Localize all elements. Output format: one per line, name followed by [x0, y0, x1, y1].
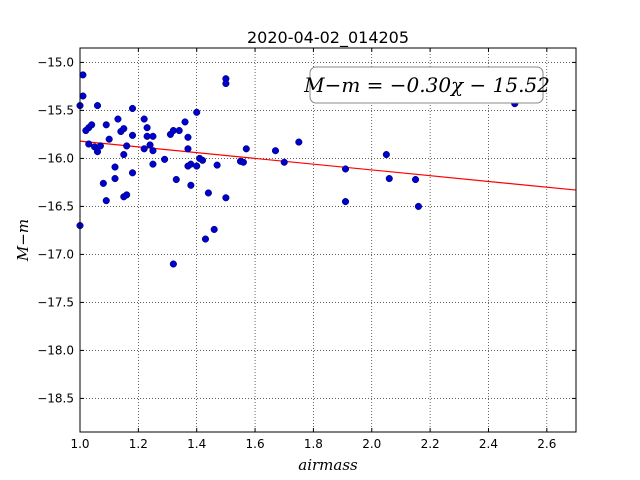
- data-point: [181, 118, 189, 126]
- y-axis-ticks: −15.0 −15.5 −16.0 −16.5 −17.0 −17.5 −18.0 −18.5: [37, 55, 576, 405]
- data-point: [143, 124, 151, 132]
- data-point: [411, 175, 420, 184]
- data-point: [414, 202, 422, 210]
- data-point: [105, 135, 113, 143]
- plot-frame: [79, 47, 577, 433]
- data-point: [120, 125, 128, 133]
- data-point: [114, 115, 122, 123]
- data-point: [123, 191, 131, 199]
- data-point: [123, 142, 131, 150]
- data-point: [102, 197, 110, 205]
- data-point: [102, 121, 110, 129]
- x-tick-label: 1.6: [246, 437, 265, 451]
- x-tick-label: 2.0: [362, 437, 381, 451]
- data-point: [204, 189, 212, 197]
- data-point: [140, 145, 148, 153]
- data-point: [175, 127, 183, 135]
- x-tick-label: 1.2: [129, 437, 148, 451]
- data-point: [96, 142, 104, 150]
- data-point: [99, 179, 107, 187]
- data-point: [172, 175, 180, 184]
- x-axis-label: airmass: [298, 456, 358, 474]
- data-point: [93, 102, 102, 110]
- data-point: [242, 145, 250, 153]
- x-tick-label: 2.6: [537, 437, 556, 451]
- y-tick-label: −16.0: [37, 151, 74, 165]
- x-tick-label: 1.0: [70, 437, 89, 451]
- data-point: [222, 194, 230, 202]
- data-point: [169, 260, 177, 268]
- data-point: [149, 132, 157, 140]
- data-point: [111, 175, 119, 183]
- data-point: [149, 147, 157, 155]
- data-point: [128, 131, 137, 139]
- y-tick-label: −17.5: [37, 295, 74, 309]
- data-point: [120, 151, 128, 159]
- data-point: [93, 148, 102, 156]
- data-point: [184, 133, 192, 141]
- y-axis-label: M−m: [14, 219, 32, 262]
- y-tick-label: −17.0: [37, 247, 74, 261]
- x-tick-label: 1.8: [304, 437, 323, 451]
- data-point: [213, 161, 221, 169]
- data-point: [187, 181, 195, 189]
- data-point: [146, 141, 154, 149]
- x-tick-label: 2.4: [479, 437, 498, 451]
- data-point: [239, 158, 247, 166]
- data-point: [128, 169, 137, 177]
- fit-annotation: M−m = −0.30χ − 15.52: [303, 66, 550, 104]
- data-point: [271, 147, 280, 155]
- data-point: [385, 175, 393, 183]
- data-point: [341, 165, 350, 173]
- fit-line: [79, 140, 577, 191]
- data-point: [193, 108, 201, 116]
- y-tick-label: −18.0: [37, 343, 74, 357]
- data-point: [140, 115, 148, 123]
- data-points: [76, 71, 519, 268]
- data-point: [210, 225, 218, 233]
- data-point: [280, 158, 288, 166]
- data-point: [85, 140, 93, 148]
- data-point: [222, 79, 230, 88]
- data-point: [193, 162, 201, 170]
- annotation-text: M−m = −0.30χ − 15.52: [303, 73, 550, 97]
- y-tick-label: −15.5: [37, 103, 74, 117]
- y-tick-label: −18.5: [37, 391, 74, 405]
- plot-area: [80, 48, 576, 432]
- annotation-box: [309, 66, 544, 104]
- data-point: [184, 145, 192, 153]
- data-point: [295, 138, 303, 146]
- fit-line-group: [79, 140, 577, 191]
- data-point: [79, 92, 87, 100]
- data-point: [198, 156, 207, 164]
- x-tick-label: 1.4: [187, 437, 206, 451]
- data-point: [79, 71, 87, 79]
- y-tick-label: −15.0: [37, 55, 74, 69]
- x-tick-label: 2.2: [421, 437, 440, 451]
- x-axis-ticks: 1.0 1.2 1.4 1.6 1.8 2.0 2.2 2.4 2.6: [70, 48, 556, 451]
- data-point: [382, 151, 390, 159]
- data-point: [341, 198, 350, 206]
- data-point: [128, 104, 137, 113]
- data-point: [149, 160, 157, 168]
- y-tick-label: −16.5: [37, 199, 74, 213]
- chart-title: 2020-04-02_014205: [247, 28, 409, 48]
- data-point: [111, 163, 119, 171]
- data-point: [201, 235, 210, 243]
- data-point: [161, 155, 169, 163]
- data-point: [88, 121, 96, 129]
